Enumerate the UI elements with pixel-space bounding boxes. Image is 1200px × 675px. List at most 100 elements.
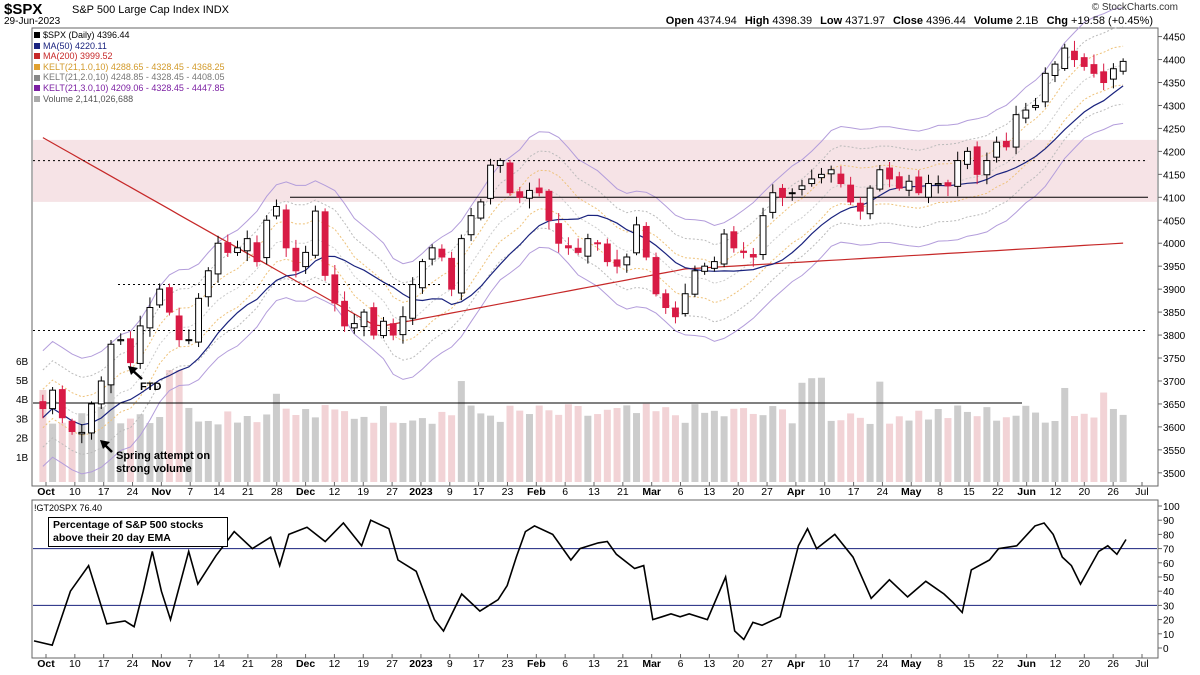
volume-bar [78,413,86,482]
volume-bar [876,381,884,482]
volume-bar [1002,417,1010,482]
volume-bar [516,410,524,482]
candle-body [876,169,884,190]
candle-body [1041,72,1049,103]
candle-body [448,257,456,290]
date-tick-label: 21 [242,486,254,498]
volume-bar [944,418,952,482]
indicator-description-box: Percentage of S&P 500 stocks above their… [48,517,228,547]
legend-swatch [34,64,40,71]
candle-body [321,211,329,276]
index-name: S&P 500 Large Cap Index INDX [72,4,229,16]
date-tick-label: 6 [678,486,684,498]
candle-body [380,320,387,337]
resistance-zone [33,139,1157,202]
date-tick-label: Nov [151,658,171,670]
volume-bar [720,416,728,482]
volume-bar [399,422,407,482]
date-tick-label: 12 [1050,486,1062,498]
volume-bar [282,408,290,482]
volume-bar [321,405,329,482]
volume-bar [350,418,358,482]
volume-bar [769,406,777,482]
date-tick-label: Jun [1017,658,1036,670]
volume-tick-label: 5B [16,376,29,387]
candle-body [1109,68,1117,80]
date-tick-label: May [901,658,922,670]
candle-body [311,210,319,256]
volume-bar [1012,415,1020,482]
volume-bar [1119,414,1127,482]
keltner-lower-band [42,122,1124,475]
date-tick-label: Oct [37,658,55,670]
legend-item: Volume 2,141,026,688 [34,94,224,105]
date-tick-label: 22 [992,486,1004,498]
legend-swatch [34,42,40,49]
volume-bar [224,411,232,482]
price-tick-label: 3600 [1163,423,1186,434]
volume-bar [983,407,991,482]
volume-tick-label: 4B [16,395,29,406]
volume-bar [652,411,660,482]
candle-body [866,187,874,215]
candle-body [993,141,1001,158]
candle-body [710,261,718,269]
volume-bar [292,415,300,482]
candle-body [341,300,348,327]
candle-body [934,183,942,186]
price-tick-label: 3500 [1163,469,1186,480]
volume-bar [934,409,942,482]
date-tick-label: 27 [386,486,398,498]
volume-bar [856,417,864,482]
date-tick-label: 26 [1107,658,1119,670]
volume-bar [370,422,378,482]
spring-annotation: Spring attempt on strong volume [116,450,210,476]
candle-body [273,205,280,217]
price-tick-label: 4000 [1163,239,1186,250]
spring-annotation-line2: strong volume [116,463,192,475]
candle-body [117,339,125,342]
price-tick-label: 4150 [1163,170,1186,181]
date-tick-label: 17 [473,486,485,498]
date-tick-label: 9 [447,486,453,498]
candle-body [905,180,913,191]
legend-text: Volume 2,141,026,688 [43,93,134,104]
volume-bar [126,418,134,482]
date-tick-label: 2023 [409,658,433,670]
volume-bar [749,413,757,482]
candle-body [428,247,436,260]
volume-axis: 1B 2B 3B 4B 5B 6B [16,357,29,464]
keltner-lower-band [42,84,1124,436]
candle-body [204,270,212,298]
volume-bar [808,378,816,482]
candle-body [195,297,203,343]
price-tick-label: 4450 [1163,33,1186,44]
indicator-tick-label: 90 [1163,516,1175,527]
ohlc-summary: Open 4374.94 High 4398.39 Low 4371.97 Cl… [666,15,1158,27]
volume-bar [915,410,923,482]
date-tick-label: 17 [848,486,860,498]
candle-body [720,233,728,265]
date-tick-label: 10 [69,486,81,498]
price-tick-label: 3950 [1163,262,1186,273]
date-tick-label: Feb [527,658,546,670]
keltner-upper-band [42,7,1124,359]
price-tick-label: 3850 [1163,308,1186,319]
ticker-symbol: $SPX [4,1,43,18]
candle-body [175,315,183,341]
date-tick-label: 27 [761,658,773,670]
date-tick-label: 13 [588,486,600,498]
volume-bar [1090,417,1098,482]
date-tick-label: 13 [704,658,716,670]
volume-bar [175,370,183,482]
candle-body [88,403,95,434]
date-tick-label: 13 [704,486,716,498]
candle-body [253,242,261,263]
date-tick-label: 24 [127,486,139,498]
volume-bars [39,370,1127,482]
keltner-upper-band [42,26,1124,379]
candle-body [1119,60,1127,72]
volume-bar [1061,387,1069,482]
candle-body [779,187,786,198]
candle-body [467,215,475,236]
